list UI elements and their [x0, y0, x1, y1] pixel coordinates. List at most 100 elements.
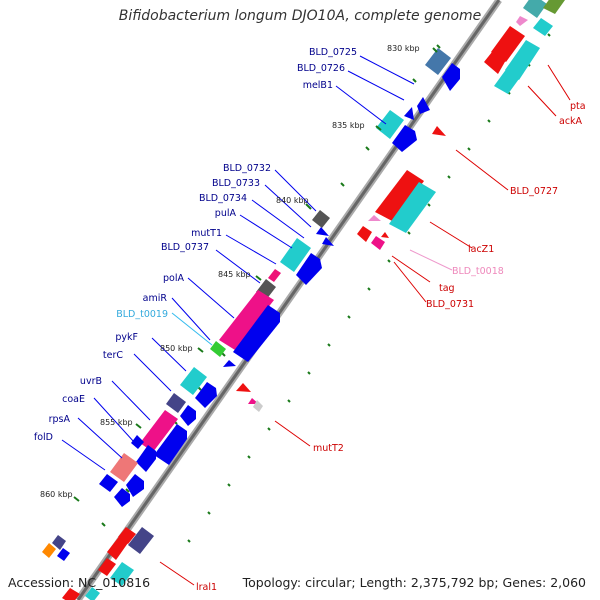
gene-lral1-c: [128, 527, 154, 554]
gene-polA: [219, 290, 274, 350]
label-mutT1: mutT1: [191, 228, 222, 239]
label-pulA: pulA: [215, 208, 237, 219]
gene-BLD_0731-b: [381, 232, 389, 238]
label-terC: terC: [103, 350, 123, 361]
gene-top-right-c: [516, 16, 528, 26]
gene-folD-c: [126, 474, 144, 497]
label-BLD_0725: BLD_0725: [309, 47, 357, 58]
gene-folD-b: [136, 445, 156, 472]
gene-BLD_0743: [114, 488, 130, 507]
gene-BLD_t0019: [210, 341, 226, 357]
gene-BLD_0727: [432, 126, 446, 136]
gene-coaE: [180, 405, 196, 426]
gene-rpsA-a: [140, 410, 178, 452]
tick-860kbp: 860 kbp: [40, 490, 73, 499]
gene-tag: [357, 226, 372, 242]
label-leader-lines-reverse: [159, 64, 571, 586]
label-polA: polA: [163, 273, 184, 284]
gene-lral-left-b: [52, 535, 66, 550]
genome-backbone-core: [76, 0, 501, 600]
gene-mutT1: [296, 253, 322, 285]
label-coaE: coaE: [62, 394, 85, 405]
gene-lral1-e: [110, 562, 134, 586]
gene-BLD_0733: [312, 210, 330, 228]
gene-lral-left-a: [42, 543, 56, 558]
gene-pykF: [223, 360, 236, 367]
gene-pulA: [280, 238, 311, 272]
tick-labels: 830 kbp 835 kbp 840 kbp 845 kbp 850 kbp …: [40, 44, 420, 499]
tick-845kbp: 845 kbp: [218, 270, 251, 279]
label-BLD_0732: BLD_0732: [223, 163, 271, 174]
gene-lacZ1-b: [389, 182, 436, 233]
gene-BLD_0734: [316, 227, 329, 236]
gene-BLD_0732b: [404, 107, 414, 120]
gene-top-right-d: [533, 18, 553, 36]
map-title: Bifidobacterium longum DJO10A, complete …: [118, 8, 482, 24]
gene-lral-left-c: [57, 548, 70, 561]
gene-BLD_0732a: [392, 125, 417, 152]
gene-melB1-region: [417, 97, 430, 114]
gene-BLD_0726: [442, 63, 460, 91]
forward-strand-features: [42, 48, 460, 561]
gene-lacZ1: [375, 170, 424, 222]
gene-folD: [110, 453, 138, 482]
label-BLD_t0019: BLD_t0019: [116, 309, 168, 320]
leader-BLD_t0018: [409, 249, 453, 271]
gene-amiR: [233, 305, 280, 362]
gene-uvrB: [166, 393, 186, 413]
gene-rpsA: [154, 424, 187, 465]
gene-BLD_t0018: [368, 215, 381, 221]
major-ticks: [73, 47, 438, 502]
tick-855kbp: 855 kbp: [100, 418, 133, 427]
label-melB1: melB1: [303, 80, 333, 91]
gene-BLD_0742: [99, 474, 118, 492]
label-lral1: lral1: [196, 582, 217, 593]
gene-uvrB-a: [195, 382, 217, 408]
label-BLD_0726: BLD_0726: [297, 63, 345, 74]
leader-BLD_t0019: [171, 312, 213, 346]
label-lacZ1: lacZ1: [468, 244, 494, 255]
label-rpsA: rpsA: [49, 414, 71, 425]
gene-top-right-b: [543, 0, 565, 14]
gene-labels-forward: BLD_0725 BLD_0726 melB1 BLD_0732 BLD_073…: [34, 47, 357, 443]
gene-lral1-g: [85, 587, 100, 600]
label-tag: tag: [439, 283, 455, 294]
label-BLD_0734: BLD_0734: [199, 193, 247, 204]
gene-melB1: [376, 110, 404, 139]
gene-terC-a: [180, 367, 207, 395]
label-folD: folD: [34, 432, 53, 443]
accession-text: Accession: NC_010816: [8, 575, 151, 590]
gene-lral1-f: [62, 588, 80, 600]
gene-BLD_0737: [268, 269, 281, 282]
gene-lral1-d: [98, 558, 116, 576]
genome-summary-text: Topology: circular; Length: 2,375,792 bp…: [242, 575, 586, 590]
label-amiR: amiR: [143, 293, 168, 304]
label-pta: pta: [570, 101, 586, 112]
gene-mutT2: [236, 383, 251, 392]
tick-850kbp: 850 kbp: [160, 344, 193, 353]
gene-folD-a: [131, 435, 144, 449]
gene-mutT2-c: [253, 400, 263, 412]
label-BLD_0737: BLD_0737: [161, 242, 209, 253]
tick-835kbp: 835 kbp: [332, 121, 365, 130]
tick-830kbp: 830 kbp: [387, 44, 420, 53]
minor-ticks-inner: [187, 33, 551, 543]
tick-840kbp: 840 kbp: [276, 196, 309, 205]
gene-pta: [491, 26, 525, 62]
label-mutT2: mutT2: [313, 443, 344, 454]
reverse-strand-features: [62, 0, 565, 600]
label-leader-lines-forward: [61, 55, 415, 471]
gene-BLD_0731: [371, 236, 385, 250]
gene-BLD_0725: [425, 48, 451, 75]
label-BLD_0727: BLD_0727: [510, 186, 558, 197]
gene-labels-reverse: pta ackA BLD_0727 lacZ1 BLD_t0018 tag BL…: [196, 101, 586, 593]
label-BLD_t0018: BLD_t0018: [452, 266, 504, 277]
label-pykF: pykF: [115, 332, 138, 343]
gene-pulA-a: [322, 237, 334, 246]
label-ackA: ackA: [559, 116, 583, 127]
label-BLD_0733: BLD_0733: [212, 178, 260, 189]
gene-lral1-b: [118, 527, 136, 544]
gene-pta-b: [484, 52, 506, 74]
